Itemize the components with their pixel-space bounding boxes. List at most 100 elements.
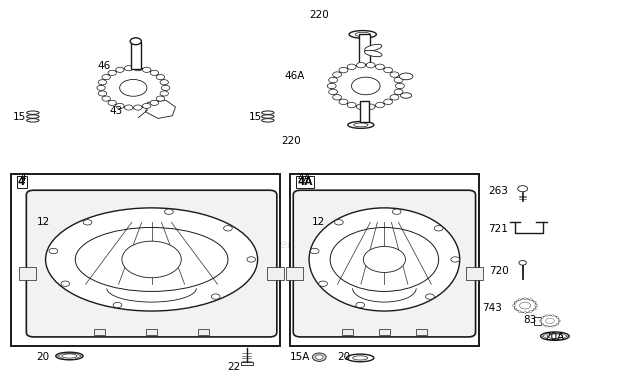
- Bar: [360, 101, 370, 122]
- Circle shape: [120, 79, 147, 96]
- Bar: [286, 267, 303, 280]
- Circle shape: [143, 67, 151, 72]
- Circle shape: [150, 100, 159, 105]
- Circle shape: [514, 301, 517, 303]
- FancyBboxPatch shape: [27, 190, 277, 337]
- Circle shape: [366, 104, 375, 110]
- Circle shape: [224, 226, 232, 231]
- Circle shape: [335, 220, 343, 225]
- Text: 20: 20: [37, 352, 50, 362]
- Ellipse shape: [547, 334, 563, 338]
- Circle shape: [332, 65, 400, 107]
- Circle shape: [394, 77, 403, 83]
- Circle shape: [384, 99, 392, 105]
- Circle shape: [329, 77, 337, 83]
- Text: 721: 721: [489, 224, 508, 234]
- Circle shape: [546, 325, 548, 327]
- Ellipse shape: [262, 111, 274, 115]
- Text: 46: 46: [97, 61, 110, 71]
- Circle shape: [49, 248, 58, 254]
- Bar: [267, 267, 284, 280]
- Circle shape: [519, 261, 526, 265]
- Circle shape: [518, 311, 521, 312]
- Bar: [466, 267, 483, 280]
- Circle shape: [556, 317, 559, 318]
- Text: 20: 20: [337, 352, 350, 362]
- Circle shape: [514, 299, 536, 312]
- Circle shape: [83, 220, 92, 225]
- Circle shape: [535, 305, 538, 306]
- Text: 4A: 4A: [298, 177, 313, 187]
- Circle shape: [116, 104, 124, 108]
- Ellipse shape: [62, 354, 77, 358]
- Circle shape: [160, 91, 169, 96]
- Circle shape: [366, 62, 375, 68]
- Ellipse shape: [353, 123, 368, 127]
- Ellipse shape: [262, 119, 274, 122]
- Bar: [11, 174, 280, 346]
- Circle shape: [434, 226, 443, 231]
- Ellipse shape: [348, 121, 374, 128]
- Circle shape: [529, 299, 532, 301]
- Circle shape: [164, 209, 173, 214]
- Circle shape: [329, 89, 337, 95]
- Circle shape: [319, 281, 327, 286]
- Ellipse shape: [75, 228, 228, 291]
- Circle shape: [98, 80, 107, 85]
- Bar: [342, 329, 353, 335]
- Text: 4: 4: [18, 177, 25, 187]
- Text: ReplacementParts.com: ReplacementParts.com: [237, 238, 383, 251]
- Bar: [198, 329, 209, 335]
- Text: 83: 83: [523, 315, 536, 325]
- Circle shape: [518, 186, 528, 192]
- Circle shape: [392, 209, 401, 214]
- Circle shape: [143, 104, 151, 108]
- Circle shape: [533, 301, 536, 303]
- Ellipse shape: [262, 115, 274, 118]
- Circle shape: [161, 85, 170, 91]
- Circle shape: [384, 67, 392, 73]
- Circle shape: [108, 100, 117, 105]
- Ellipse shape: [353, 356, 368, 360]
- Text: 263: 263: [489, 186, 508, 196]
- Ellipse shape: [56, 352, 83, 360]
- Text: 720: 720: [489, 266, 508, 276]
- Circle shape: [150, 70, 159, 75]
- Bar: [146, 329, 157, 335]
- Circle shape: [425, 294, 434, 299]
- Circle shape: [339, 67, 348, 73]
- Circle shape: [125, 66, 133, 71]
- FancyBboxPatch shape: [293, 190, 476, 337]
- Circle shape: [390, 95, 399, 100]
- Circle shape: [552, 315, 554, 316]
- Circle shape: [134, 66, 142, 71]
- Bar: [415, 329, 427, 335]
- Circle shape: [134, 105, 142, 110]
- Circle shape: [541, 315, 559, 327]
- Circle shape: [376, 102, 384, 108]
- Circle shape: [376, 64, 384, 70]
- Circle shape: [327, 83, 336, 89]
- Circle shape: [552, 325, 554, 327]
- Circle shape: [316, 355, 323, 359]
- Circle shape: [113, 302, 122, 308]
- Circle shape: [541, 324, 544, 325]
- Circle shape: [529, 311, 532, 312]
- Circle shape: [546, 315, 548, 316]
- Ellipse shape: [401, 93, 412, 98]
- Ellipse shape: [355, 32, 370, 37]
- Text: 220: 220: [309, 10, 329, 20]
- Circle shape: [546, 318, 554, 324]
- Ellipse shape: [27, 115, 39, 118]
- Bar: [290, 174, 479, 346]
- Circle shape: [524, 298, 526, 299]
- Text: 4A: 4A: [298, 173, 311, 183]
- Circle shape: [451, 257, 459, 262]
- Bar: [94, 329, 105, 335]
- Circle shape: [102, 74, 110, 80]
- Ellipse shape: [330, 228, 438, 291]
- Circle shape: [356, 62, 365, 68]
- Text: 46A: 46A: [285, 71, 305, 81]
- Circle shape: [156, 96, 165, 101]
- Circle shape: [396, 83, 404, 89]
